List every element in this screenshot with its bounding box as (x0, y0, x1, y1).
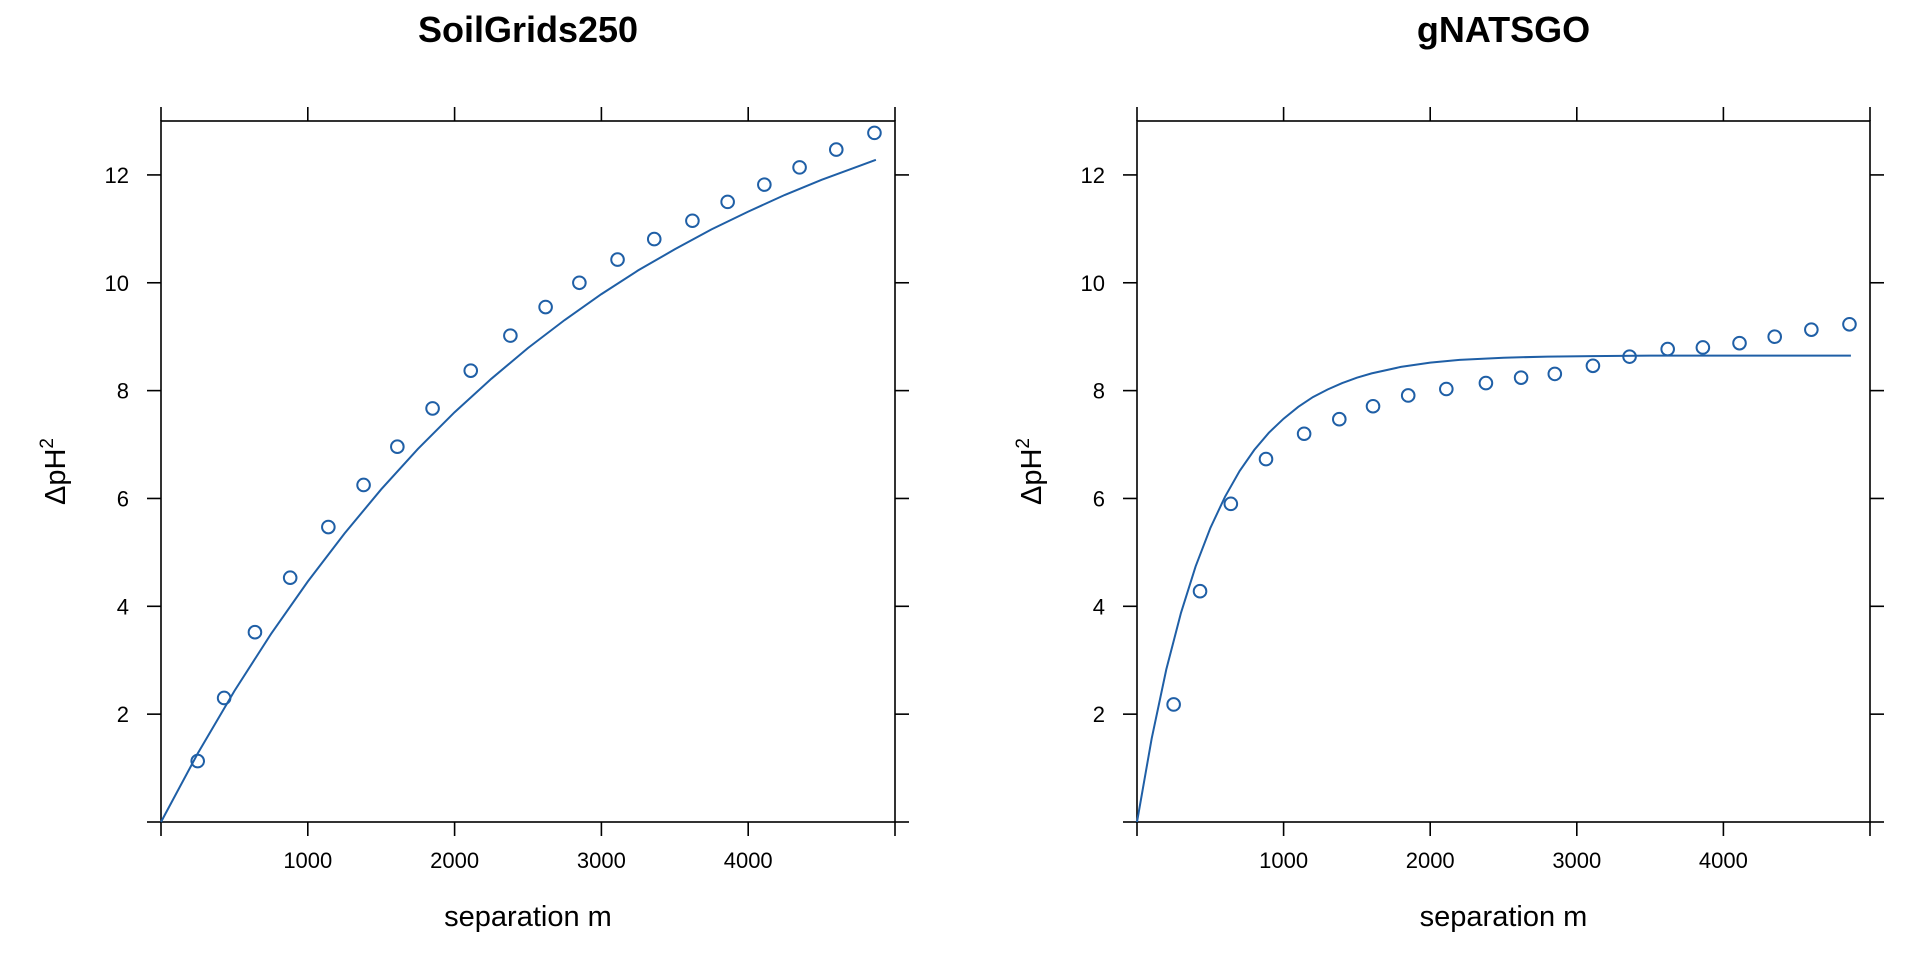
data-point (1296, 426, 1312, 442)
panel-1: SoilGrids250 1000 2000 3000 4000 2 4 6 8 10 12 sepa… (37, 9, 909, 933)
x-axis-label: separation m (444, 901, 612, 933)
y-tick-label: 12 (105, 163, 129, 188)
data-point (216, 690, 232, 706)
y-axis-label-superscript: 2 (1013, 438, 1034, 449)
data-point (685, 213, 700, 229)
y-tick-label: 8 (117, 379, 129, 404)
y-tick-label: 4 (1093, 594, 1105, 619)
data-point (1732, 335, 1747, 351)
data-point (867, 125, 882, 141)
data-point (1192, 583, 1208, 599)
y-axis-label-superscript: 2 (37, 438, 58, 449)
y-tick-label: 8 (1093, 379, 1105, 404)
data-point (1622, 349, 1637, 364)
data-point (1585, 358, 1601, 374)
data-point (1547, 366, 1563, 382)
y-tick-label: 10 (105, 271, 129, 296)
data-point (1660, 341, 1675, 357)
data-point (1478, 375, 1494, 391)
data-point (572, 275, 587, 291)
data-point (321, 519, 336, 535)
x-axis-label: separation m (1420, 901, 1588, 933)
data-point (720, 194, 735, 210)
data-point (1842, 316, 1857, 332)
plot-frame (160, 120, 896, 823)
x-tick-label: 2000 (430, 848, 479, 873)
panel-title: gNATSGO (1417, 9, 1590, 50)
data-point (247, 624, 263, 640)
data-point (610, 252, 625, 267)
fit-line (160, 158, 877, 823)
data-point (1400, 388, 1416, 403)
data-point (1804, 322, 1819, 337)
y-axis-label: ΔpH2 (37, 438, 72, 505)
y-tick-label: 12 (1081, 163, 1105, 188)
panel-title: SoilGrids250 (418, 9, 638, 50)
data-point (1439, 381, 1454, 397)
data-point (1332, 411, 1347, 427)
x-tick-label: 3000 (577, 848, 626, 873)
panel-2: gNATSGO 1000 2000 3000 4000 2 4 6 8 10 12 separatio… (1013, 9, 1884, 933)
y-tick-label: 6 (1093, 486, 1105, 511)
data-point (282, 570, 298, 586)
plot-frame (1136, 120, 1871, 823)
data-point (1258, 451, 1274, 467)
data-point (538, 299, 553, 315)
data-point (1365, 398, 1381, 414)
data-point (646, 231, 662, 247)
data-point (356, 477, 371, 493)
data-point (757, 177, 772, 192)
x-tick-label: 3000 (1552, 848, 1601, 873)
data-point (1513, 370, 1529, 385)
data-point (390, 439, 405, 454)
data-point (1767, 329, 1783, 344)
data-point (1166, 697, 1181, 712)
y-tick-label: 10 (1081, 271, 1105, 296)
x-tick-label: 4000 (1699, 848, 1748, 873)
y-tick-label: 2 (1093, 702, 1105, 727)
data-point (1695, 340, 1711, 355)
fit-line (1136, 354, 1851, 823)
x-tick-label: 1000 (1259, 848, 1308, 873)
data-point (463, 363, 479, 378)
data-point (425, 401, 440, 416)
data-point (190, 753, 205, 769)
data-point (792, 160, 807, 175)
y-tick-label: 2 (117, 702, 129, 727)
data-point (503, 328, 518, 343)
data-point (1223, 496, 1239, 512)
y-axis-label: ΔpH2 (1013, 438, 1048, 505)
x-tick-label: 1000 (283, 848, 332, 873)
y-axis-label-base: ΔpH (40, 449, 72, 505)
x-tick-label: 2000 (1406, 848, 1455, 873)
x-tick-label: 4000 (724, 848, 773, 873)
y-axis-label-base: ΔpH (1016, 449, 1048, 505)
data-point (828, 142, 844, 157)
y-tick-label: 6 (117, 486, 129, 511)
y-tick-label: 4 (117, 594, 129, 619)
